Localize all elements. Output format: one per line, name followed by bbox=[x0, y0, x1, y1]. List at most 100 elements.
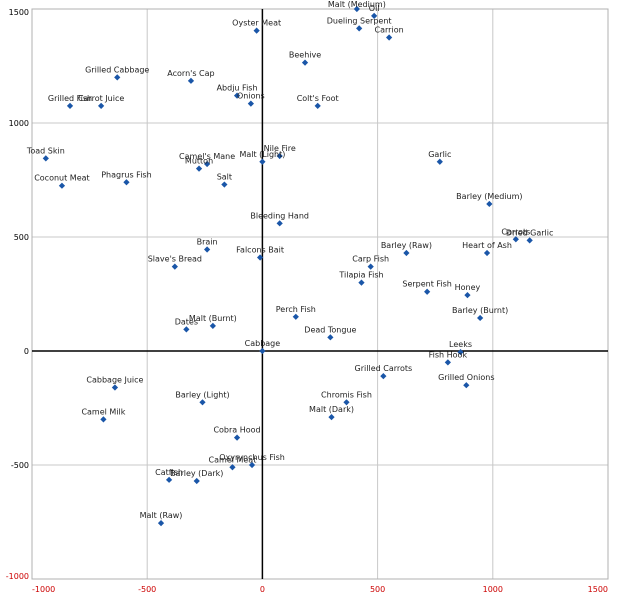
data-point bbox=[123, 179, 130, 186]
point-label: Serpent Fish bbox=[402, 280, 452, 289]
data-point bbox=[199, 399, 206, 406]
data-point bbox=[100, 416, 107, 423]
point-label: Garlic bbox=[428, 150, 451, 159]
x-tick-label: 1500 bbox=[588, 585, 608, 594]
data-point bbox=[253, 27, 260, 34]
data-point bbox=[276, 220, 283, 227]
point-label: Acorn's Cap bbox=[167, 69, 214, 78]
x-tick-label: -1000 bbox=[32, 585, 55, 594]
data-point bbox=[327, 334, 334, 341]
data-point bbox=[98, 102, 105, 110]
data-point bbox=[171, 263, 178, 270]
data-point bbox=[256, 254, 264, 261]
y-tick-label: 0 bbox=[24, 347, 29, 356]
data-point bbox=[111, 384, 119, 391]
data-point bbox=[343, 399, 350, 406]
data-point bbox=[114, 74, 121, 81]
point-label: Brain bbox=[197, 238, 218, 247]
y-tick-label: -500 bbox=[11, 461, 29, 470]
data-point bbox=[58, 182, 66, 189]
point-label: Carrion bbox=[375, 26, 404, 35]
point-label: Chromis Fish bbox=[321, 390, 372, 399]
point-label: Honey bbox=[455, 283, 481, 292]
data-point bbox=[486, 200, 493, 208]
point-label: Leeks bbox=[449, 340, 472, 349]
point-label: Cobra Hood bbox=[213, 426, 260, 435]
data-point bbox=[193, 477, 200, 485]
data-point bbox=[195, 165, 203, 172]
point-label: Abdju Fish bbox=[217, 84, 258, 93]
point-label: Barley (Medium) bbox=[456, 192, 522, 201]
point-label: Carrots bbox=[501, 227, 530, 236]
point-label: Beehive bbox=[289, 51, 321, 60]
point-label: Malt (Raw) bbox=[140, 511, 183, 520]
point-label: Camel's Mane bbox=[179, 152, 235, 161]
data-point bbox=[367, 263, 374, 270]
point-label: Nile Fire bbox=[264, 144, 296, 153]
point-label: Carp Fish bbox=[352, 255, 389, 264]
point-label: Slave's Bread bbox=[148, 255, 202, 264]
data-point bbox=[358, 279, 365, 286]
point-label: Camel Milk bbox=[81, 407, 125, 416]
point-label: Fish Hook bbox=[429, 350, 468, 359]
point-label: Oyster Meat bbox=[232, 19, 281, 28]
data-point bbox=[403, 249, 410, 257]
data-point bbox=[457, 349, 464, 356]
tick-labels: -1000 -500 0 500 1000 1500 -1000 -500 0 500 1000 15… bbox=[6, 8, 608, 594]
point-label: Falcons Bait bbox=[236, 246, 284, 255]
x-tick-label: 500 bbox=[370, 585, 385, 594]
data-point bbox=[259, 158, 266, 165]
data-point bbox=[483, 249, 491, 257]
data-points bbox=[42, 5, 533, 527]
point-label: Tilapia Fish bbox=[338, 271, 383, 280]
data-point bbox=[247, 100, 254, 107]
point-label: Barley (Burnt) bbox=[452, 306, 508, 315]
data-point bbox=[328, 414, 335, 421]
x-tick-label: 0 bbox=[260, 585, 265, 594]
point-label: Carrot Juice bbox=[78, 94, 124, 103]
data-point bbox=[187, 77, 195, 84]
point-label: Cabbage bbox=[245, 339, 281, 348]
point-label: Grilled Fish bbox=[48, 94, 92, 103]
data-point bbox=[292, 313, 299, 320]
point-label: Mutton bbox=[185, 157, 213, 166]
point-label: Malt (Dark) bbox=[309, 405, 354, 414]
point-label: Malt (Burnt) bbox=[189, 314, 237, 323]
data-point bbox=[66, 102, 74, 110]
point-label: Grilled Cabbage bbox=[85, 65, 149, 74]
data-point bbox=[444, 359, 451, 366]
y-tick-label: 1500 bbox=[9, 8, 29, 17]
point-label: Onions bbox=[237, 92, 265, 101]
data-point bbox=[301, 59, 309, 66]
data-point bbox=[203, 246, 211, 253]
point-label: Colt's Foot bbox=[297, 94, 339, 103]
data-point bbox=[464, 292, 471, 299]
point-label: Oil bbox=[369, 4, 380, 13]
point-label: Coconut Meat bbox=[34, 174, 89, 183]
point-label: Salt bbox=[217, 173, 232, 182]
data-point bbox=[203, 160, 211, 168]
data-point bbox=[209, 322, 216, 330]
data-point bbox=[436, 158, 443, 165]
point-label: Toad Skin bbox=[26, 146, 65, 155]
point-label: Grilled Carrots bbox=[355, 364, 413, 373]
point-label: Dried Garlic bbox=[506, 228, 553, 237]
point-label: Grilled Onions bbox=[438, 373, 494, 382]
y-tick-label: -1000 bbox=[6, 572, 29, 581]
point-label: Barley (Light) bbox=[175, 390, 229, 399]
point-label: Bleeding Hand bbox=[250, 211, 309, 220]
data-point bbox=[386, 34, 393, 41]
data-point bbox=[477, 314, 484, 322]
data-point bbox=[463, 382, 470, 389]
point-label: Perch Fish bbox=[276, 305, 316, 314]
data-point bbox=[424, 288, 431, 295]
data-point bbox=[157, 520, 165, 527]
point-label: Phagrus Fish bbox=[101, 170, 151, 179]
data-point bbox=[314, 102, 321, 110]
y-tick-label: 1000 bbox=[9, 119, 29, 128]
data-point bbox=[183, 326, 190, 333]
data-point bbox=[233, 92, 241, 99]
data-point bbox=[356, 25, 363, 32]
